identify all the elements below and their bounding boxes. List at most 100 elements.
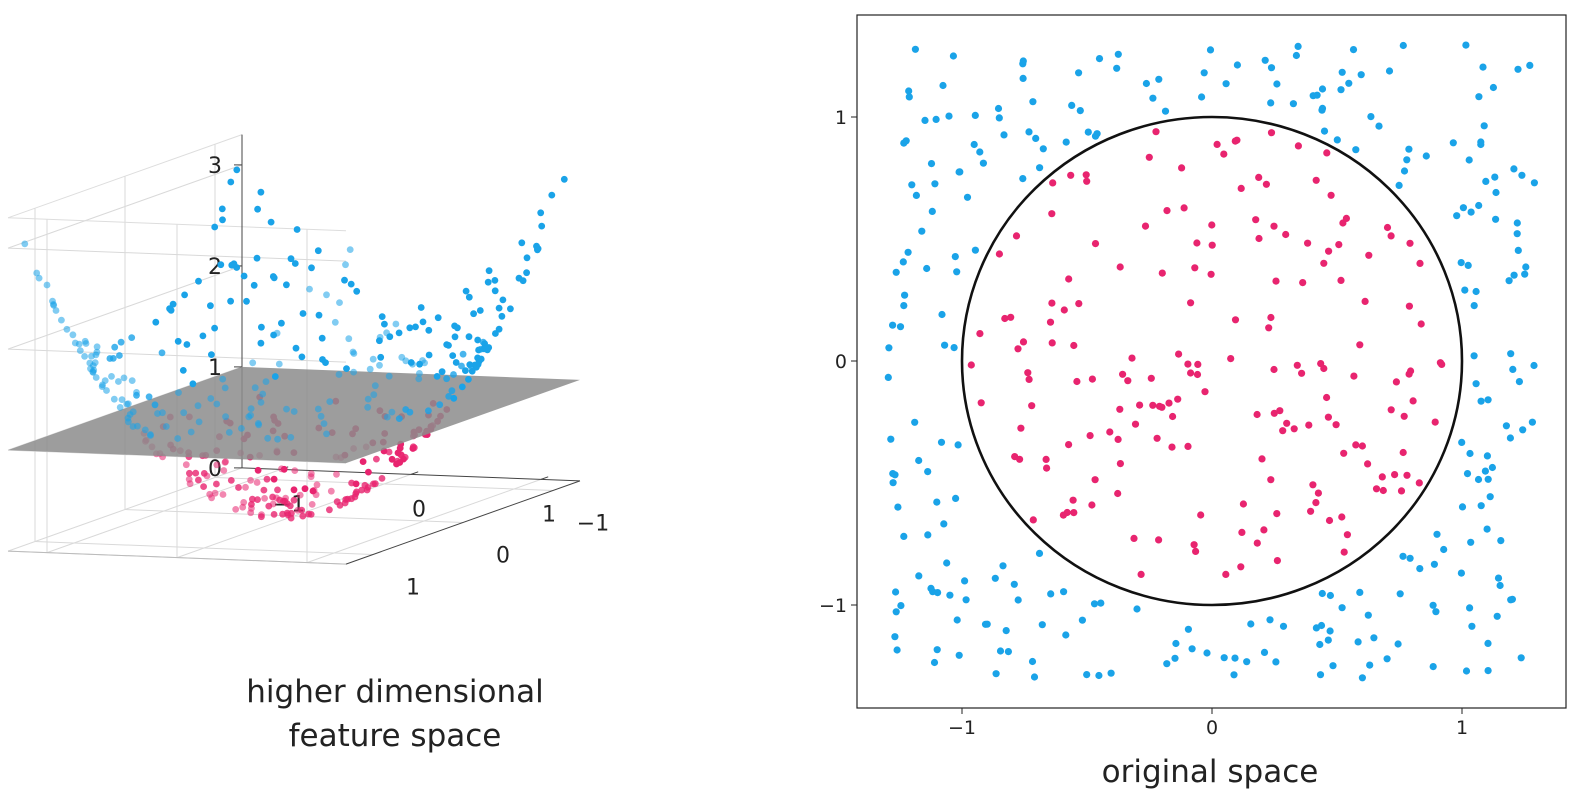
outer-point [257, 188, 265, 196]
outer-point [1260, 648, 1269, 657]
outer-point [158, 349, 166, 357]
outer-point [1480, 122, 1488, 130]
inner-point [1350, 372, 1358, 380]
outer-point [222, 413, 230, 421]
outer-point [1000, 131, 1008, 139]
inner-point [1356, 341, 1364, 349]
inner-point [410, 444, 418, 452]
outer-point [1530, 179, 1538, 187]
outer-point [1406, 554, 1414, 562]
outer-point [970, 140, 978, 149]
inner-point [1048, 299, 1056, 307]
inner-point [1276, 407, 1284, 415]
y-tick-label: −1 [577, 512, 609, 537]
outer-point [1095, 671, 1103, 680]
outer-point [1496, 581, 1504, 590]
outer-point [927, 160, 936, 168]
inner-point [1190, 541, 1198, 549]
decision-boundary-circle [960, 115, 1464, 607]
outer-point [892, 268, 900, 276]
x-tick-label: 0 [412, 497, 426, 522]
outer-point [908, 181, 916, 189]
inner-point [1324, 413, 1332, 421]
inner-point [1014, 345, 1022, 353]
inner-point [1106, 428, 1114, 436]
inner-point [1178, 164, 1186, 172]
inner-point [1340, 449, 1348, 457]
outer-point [227, 178, 235, 186]
outer-point [1492, 215, 1500, 223]
inner-point [1391, 471, 1399, 479]
outer-point [1463, 470, 1472, 478]
outer-point [425, 351, 433, 359]
x-tick-label: 0 [1206, 717, 1218, 739]
z-tick-label: 3 [208, 154, 222, 179]
outer-point [133, 391, 140, 399]
outer-point [320, 420, 328, 427]
outer-point [450, 394, 458, 402]
inner-point [1340, 548, 1348, 556]
inner-point [270, 511, 278, 518]
outer-point [388, 408, 396, 416]
outer-point [465, 376, 472, 383]
outer-point [174, 435, 182, 442]
y-tick-label: 0 [496, 544, 510, 569]
outer-point [264, 434, 272, 442]
outer-point [1316, 640, 1324, 649]
inner-point [200, 483, 208, 490]
inner-point [1088, 375, 1096, 383]
outer-point [1035, 549, 1044, 558]
inner-point [1400, 412, 1408, 420]
outer-point [395, 329, 403, 337]
inner-point [388, 455, 396, 463]
outer-point [1076, 107, 1084, 115]
outer-point [1039, 145, 1047, 153]
outer-point [899, 258, 907, 266]
inner-point [1137, 570, 1145, 579]
inner-point [222, 458, 229, 466]
outer-point [89, 368, 97, 376]
outer-point [326, 398, 334, 405]
outer-point [208, 351, 215, 358]
outer-point [979, 159, 988, 167]
outer-point [961, 577, 969, 585]
inner-point [1116, 405, 1124, 413]
inner-point [1180, 204, 1188, 212]
inner-point [1227, 355, 1235, 363]
outer-point [189, 380, 197, 388]
outer-point [900, 302, 908, 310]
inner-point [1327, 191, 1335, 199]
outer-point [451, 333, 459, 341]
inner-point [1299, 279, 1307, 287]
outer-point [1513, 219, 1521, 227]
outer-point [1133, 605, 1141, 613]
inner-point [313, 481, 321, 489]
outer-point [1357, 71, 1365, 79]
inner-point [1307, 507, 1315, 515]
inner-point [1158, 403, 1166, 411]
inner-point [1141, 222, 1150, 230]
outer-point [1399, 41, 1407, 50]
inner-point [1305, 421, 1313, 429]
outer-point [1432, 608, 1440, 616]
outer-point [331, 318, 339, 326]
outer-point [887, 435, 895, 443]
outer-point [154, 410, 161, 417]
inner-point [211, 489, 219, 497]
outer-point [1466, 604, 1474, 612]
inner-point [1323, 149, 1331, 157]
outer-point [353, 287, 361, 295]
separating-plane [8, 366, 580, 464]
inner-point [290, 486, 298, 494]
inner-point [1364, 460, 1372, 468]
inner-point [301, 485, 309, 493]
outer-point [515, 274, 523, 282]
outer-point [943, 559, 951, 567]
inner-point [273, 494, 280, 502]
outer-point [128, 377, 136, 384]
outer-point [124, 414, 132, 422]
inner-point [1114, 489, 1122, 498]
inner-point [1273, 557, 1281, 565]
outer-point [370, 391, 378, 399]
